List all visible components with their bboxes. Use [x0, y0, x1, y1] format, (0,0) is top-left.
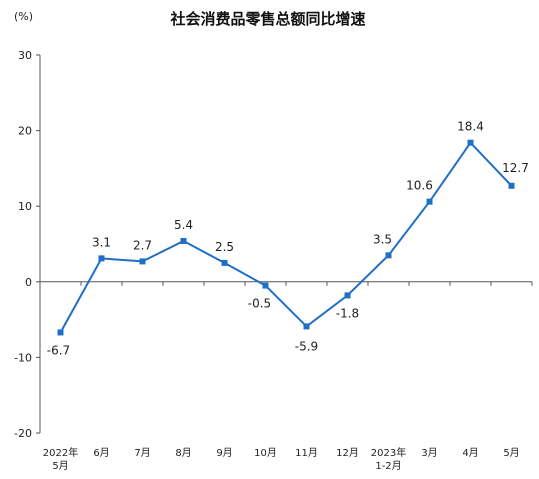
data-label: -5.9: [295, 339, 318, 353]
data-point: [385, 252, 392, 259]
x-tick-label: 4月: [462, 447, 478, 459]
chart-title: 社会消费品零售总额同比增速: [169, 10, 365, 28]
data-label: -1.8: [336, 306, 359, 320]
data-point: [262, 282, 269, 289]
data-label: 3.1: [92, 235, 111, 249]
data-point: [139, 258, 146, 265]
y-tick-label: -20: [14, 427, 32, 440]
series-line: [59, 141, 513, 333]
x-tick-label: 7月: [134, 447, 150, 459]
x-tick-label: 6月: [93, 447, 109, 459]
data-label: 2.5: [215, 240, 234, 254]
data-point: [467, 139, 474, 146]
data-label: -6.7: [47, 343, 70, 357]
x-tick-label: 10月: [254, 447, 277, 459]
data-point: [344, 292, 351, 299]
x-tick-label: 3月: [421, 447, 437, 459]
axes: [36, 54, 533, 434]
data-label: 10.6: [406, 179, 433, 193]
data-point: [180, 237, 187, 244]
y-tick-label: 20: [18, 125, 32, 138]
data-point: [303, 323, 310, 330]
y-tick-label: 0: [25, 276, 32, 289]
data-labels: -6.7 3.1 2.7 5.4 2.5 -0.5 -5.9 -1.8 3.5 10.6 18.4 1…: [47, 120, 529, 358]
y-tick-labels: 30 20 10 0 -10 -20: [14, 49, 32, 440]
data-label: 3.5: [373, 232, 392, 246]
x-tick-label: 9月: [216, 447, 232, 459]
y-tick-label: -10: [14, 351, 32, 364]
x-tick-label: 8月: [175, 447, 191, 459]
data-point: [426, 198, 433, 205]
data-label: 12.7: [502, 161, 529, 175]
data-point: [508, 182, 515, 189]
y-tick-label: 30: [18, 49, 32, 62]
data-markers: [57, 139, 515, 336]
data-label: -0.5: [248, 297, 271, 311]
data-point: [221, 259, 228, 266]
y-tick-label: 10: [18, 200, 32, 213]
data-label: 18.4: [457, 120, 484, 134]
data-point: [98, 255, 105, 262]
data-label: 2.7: [133, 238, 152, 252]
data-point: [57, 329, 64, 336]
y-unit-label: (%): [14, 10, 33, 23]
x-tick-label: 2023年: [371, 446, 406, 459]
x-tick-label: 2022年: [43, 446, 78, 459]
data-label: 5.4: [174, 218, 193, 232]
x-tick-label: 12月: [336, 447, 359, 459]
x-tick-label: 11月: [295, 447, 318, 459]
x-tick-label: 1-2月: [375, 460, 401, 472]
x-tick-label: 5月: [52, 460, 68, 472]
x-tick-label: 5月: [503, 447, 519, 459]
